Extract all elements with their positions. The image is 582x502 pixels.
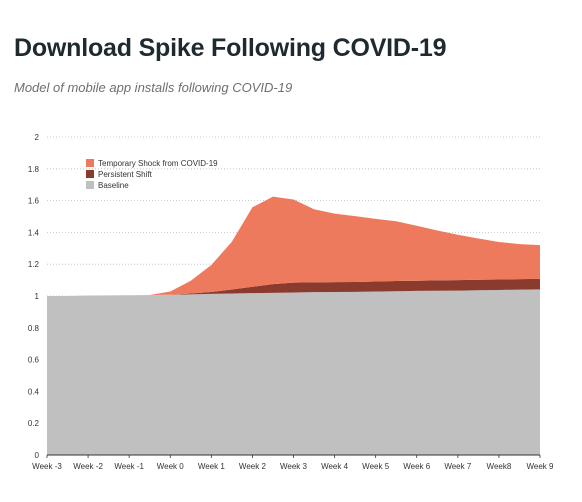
legend-label: Persistent Shift	[98, 170, 153, 179]
y-tick-label: 1.2	[28, 260, 40, 269]
legend-swatch	[86, 181, 94, 189]
chart-title: Download Spike Following COVID-19	[14, 34, 447, 62]
legend-swatch	[86, 159, 94, 167]
y-tick-label: 0	[35, 451, 40, 460]
area-temporary-shock-from-covid-19	[47, 196, 540, 296]
x-tick-label: Week 4	[321, 462, 349, 471]
y-tick-label: 0.4	[28, 387, 40, 396]
y-tick-label: 2	[35, 133, 40, 142]
chart-subtitle: Model of mobile app installs following C…	[14, 80, 293, 95]
x-tick-label: Week 7	[444, 462, 472, 471]
area-baseline	[47, 289, 540, 455]
y-tick-label: 0.2	[28, 419, 40, 428]
area-persistent-shift	[47, 278, 540, 296]
y-tick-label: 0.8	[28, 324, 40, 333]
x-tick-label: Week -2	[73, 462, 103, 471]
legend-swatch	[86, 170, 94, 178]
y-tick-label: 1.6	[28, 197, 40, 206]
legend-label: Baseline	[98, 181, 129, 190]
x-tick-label: Week 1	[198, 462, 226, 471]
x-tick-label: Week -3	[32, 462, 62, 471]
x-tick-label: Week -1	[114, 462, 144, 471]
x-tick-label: Week8	[487, 462, 512, 471]
y-tick-label: 1.4	[28, 228, 40, 237]
x-tick-label: Week 3	[280, 462, 308, 471]
x-tick-label: Week 0	[157, 462, 185, 471]
legend-label: Temporary Shock from COVID-19	[98, 159, 218, 168]
x-tick-label: Week 6	[403, 462, 431, 471]
y-tick-label: 1.8	[28, 165, 40, 174]
y-tick-label: 0.6	[28, 356, 40, 365]
x-tick-label: Week 9	[527, 462, 555, 471]
x-tick-label: Week 2	[239, 462, 267, 471]
y-tick-label: 1	[35, 292, 40, 301]
x-tick-label: Week 5	[362, 462, 390, 471]
